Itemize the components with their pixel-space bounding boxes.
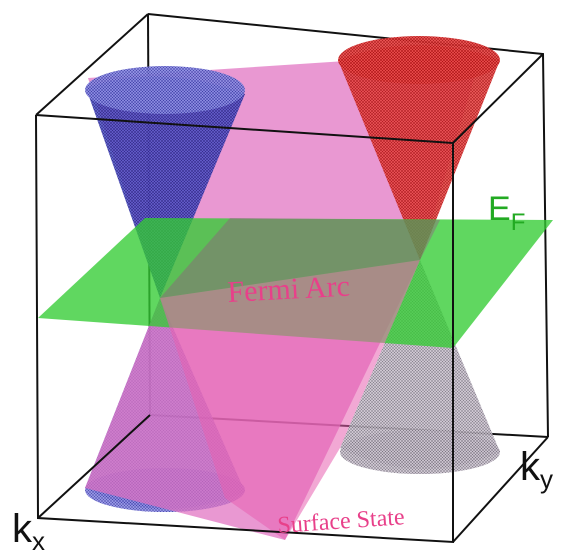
- kx-subscript: x: [32, 526, 45, 551]
- ef-label: EF: [488, 190, 525, 236]
- ky-subscript: y: [540, 464, 553, 494]
- lower-cone-right: [340, 260, 500, 474]
- ef-subscript: F: [511, 209, 526, 236]
- fermi-arc-label: Fermi Arc: [227, 270, 351, 309]
- ky-label: ky: [520, 445, 553, 494]
- upper-cone-left: [85, 66, 245, 299]
- box-front-edges: [35, 13, 549, 544]
- kx-label: kx: [12, 507, 45, 551]
- fermi-arc-region: [160, 218, 440, 298]
- upper-cone-right: [338, 36, 500, 260]
- surface-state-lower: [160, 260, 420, 540]
